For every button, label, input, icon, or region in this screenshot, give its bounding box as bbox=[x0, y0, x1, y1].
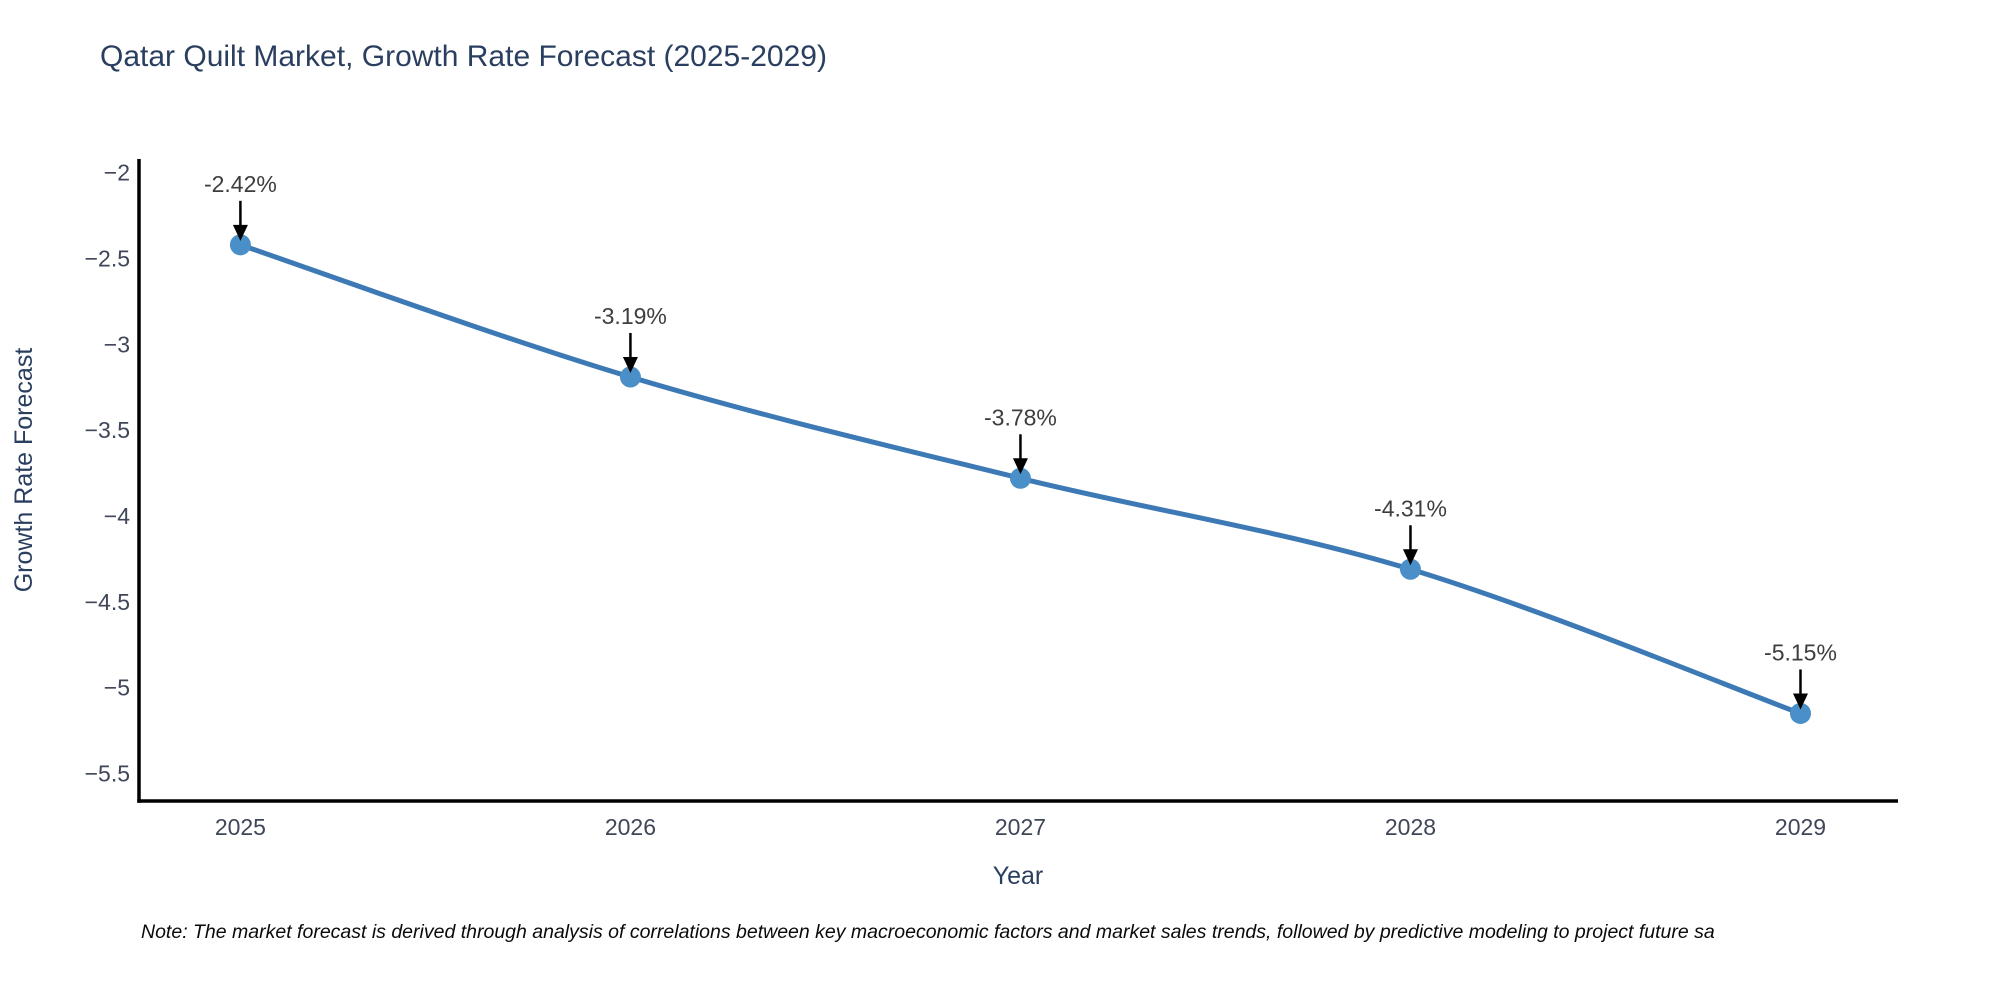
x-tick-label: 2027 bbox=[995, 814, 1046, 840]
annotations: -2.42% -3.19% -3.78% -4.31% -5.15% bbox=[204, 171, 1837, 710]
annotation-arrowhead bbox=[232, 224, 248, 241]
point-value-label: -3.19% bbox=[594, 303, 667, 329]
y-tick-label: −5.5 bbox=[85, 761, 130, 787]
series-line bbox=[229, 234, 1811, 724]
data-point-marker bbox=[1399, 558, 1421, 580]
y-tick-label: −4 bbox=[104, 503, 130, 529]
y-tick-label: −2.5 bbox=[85, 246, 130, 272]
axes bbox=[137, 159, 1898, 803]
y-tick-label: −3 bbox=[104, 331, 130, 357]
annotation-arrowhead bbox=[1012, 458, 1028, 475]
tick-labels: −2 −2.5 −3 −3.5 −4 −4.5 −5 −5.5 2025 2026 2027 2028… bbox=[85, 160, 1826, 840]
x-axis-title: Year bbox=[993, 862, 1044, 890]
chart-title: Qatar Quilt Market, Growth Rate Forecast… bbox=[100, 40, 827, 73]
y-tick-label: −5 bbox=[104, 675, 130, 701]
point-value-label: -2.42% bbox=[204, 171, 277, 197]
y-tick-label: −3.5 bbox=[85, 417, 130, 443]
annotation-arrowhead bbox=[1402, 549, 1418, 566]
point-value-label: -4.31% bbox=[1374, 495, 1447, 521]
annotation-arrowhead bbox=[622, 357, 638, 374]
point-value-label: -3.78% bbox=[984, 404, 1057, 430]
x-tick-label: 2026 bbox=[605, 814, 656, 840]
point-value-label: -5.15% bbox=[1764, 639, 1837, 665]
x-tick-label: 2028 bbox=[1385, 814, 1436, 840]
data-point-marker bbox=[1009, 467, 1031, 489]
y-tick-label: −2 bbox=[104, 160, 130, 186]
y-tick-label: −4.5 bbox=[85, 589, 130, 615]
y-axis-title: Growth Rate Forecast bbox=[10, 348, 38, 593]
x-tick-label: 2029 bbox=[1775, 814, 1826, 840]
x-tick-label: 2025 bbox=[215, 814, 266, 840]
data-point-marker bbox=[229, 234, 251, 256]
data-point-marker bbox=[1789, 702, 1811, 724]
footnote: Note: The market forecast is derived thr… bbox=[141, 921, 1715, 943]
annotation-arrowhead bbox=[1792, 693, 1808, 710]
data-point-marker bbox=[619, 366, 641, 388]
